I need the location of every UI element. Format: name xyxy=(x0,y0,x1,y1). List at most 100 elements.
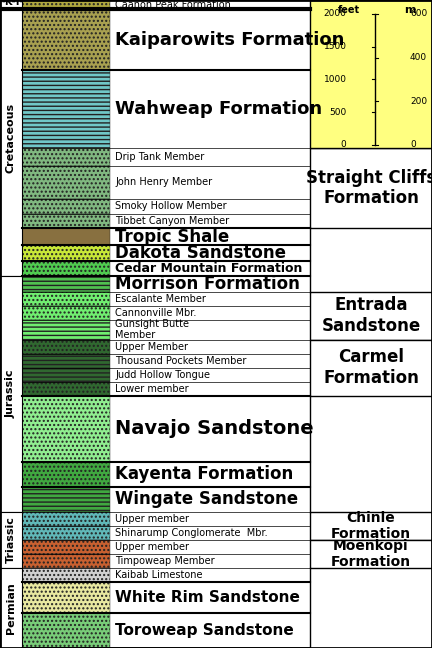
Bar xyxy=(310,292,432,340)
Text: Lower member: Lower member xyxy=(115,384,189,393)
Text: Thousand Pockets Member: Thousand Pockets Member xyxy=(115,356,246,365)
Text: Timpoweap Member: Timpoweap Member xyxy=(115,556,215,566)
Text: Cretaceous: Cretaceous xyxy=(6,103,16,173)
Text: Smoky Hollow Member: Smoky Hollow Member xyxy=(115,202,227,211)
Bar xyxy=(22,340,110,354)
Bar xyxy=(22,148,110,166)
Bar xyxy=(22,261,110,277)
Bar xyxy=(22,292,110,306)
Text: Toroweap Sandstone: Toroweap Sandstone xyxy=(115,623,294,638)
Bar xyxy=(22,487,110,512)
Bar xyxy=(22,306,110,320)
Text: 600: 600 xyxy=(410,10,427,19)
Text: Upper member: Upper member xyxy=(115,542,189,551)
Bar xyxy=(22,526,110,540)
Bar xyxy=(22,540,110,554)
Text: Shinarump Conglomerate  Mbr.: Shinarump Conglomerate Mbr. xyxy=(115,527,268,538)
Text: Judd Hollow Tongue: Judd Hollow Tongue xyxy=(115,369,210,380)
Bar xyxy=(0,512,22,568)
Text: Morrison Formation: Morrison Formation xyxy=(115,275,300,294)
Text: Triassic: Triassic xyxy=(6,516,16,563)
Text: Kayenta Formation: Kayenta Formation xyxy=(115,465,293,483)
Bar xyxy=(22,382,110,396)
Bar xyxy=(22,166,110,198)
Text: Entrada
Sandstone: Entrada Sandstone xyxy=(321,296,421,335)
Bar xyxy=(22,261,110,277)
Text: Kaibab Limestone: Kaibab Limestone xyxy=(115,570,203,580)
Text: Permian: Permian xyxy=(6,582,16,634)
Bar xyxy=(22,554,110,568)
Text: feet: feet xyxy=(338,5,360,15)
Bar xyxy=(22,70,110,148)
Text: 0: 0 xyxy=(341,141,346,150)
Bar xyxy=(22,487,110,512)
Bar xyxy=(22,166,110,198)
Bar xyxy=(22,613,110,648)
Text: 1500: 1500 xyxy=(324,42,346,51)
Bar xyxy=(22,292,110,306)
Bar xyxy=(22,396,110,462)
Bar xyxy=(22,554,110,568)
Bar xyxy=(22,462,110,487)
Bar xyxy=(22,0,110,9)
Bar xyxy=(310,0,432,148)
Text: 2000: 2000 xyxy=(324,10,346,19)
Text: Navajo Sandstone: Navajo Sandstone xyxy=(115,419,314,438)
Text: Caanon Peak Formation: Caanon Peak Formation xyxy=(115,0,231,10)
Bar xyxy=(22,354,110,367)
Text: 0: 0 xyxy=(410,141,416,150)
Bar xyxy=(22,246,110,261)
Bar xyxy=(0,568,22,648)
Bar xyxy=(22,462,110,487)
Bar xyxy=(22,228,110,246)
Bar xyxy=(22,582,110,613)
Bar xyxy=(22,228,110,246)
Text: Tropic Shale: Tropic Shale xyxy=(115,227,229,246)
Bar xyxy=(310,340,432,396)
Bar xyxy=(310,148,432,228)
Text: Escalante Member: Escalante Member xyxy=(115,294,206,304)
Text: White Rim Sandstone: White Rim Sandstone xyxy=(115,590,300,605)
Text: Carmel
Formation: Carmel Formation xyxy=(323,348,419,387)
Bar xyxy=(22,354,110,367)
Text: Tibbet Canyon Member: Tibbet Canyon Member xyxy=(115,216,229,226)
Text: Moenkopi
Formation: Moenkopi Formation xyxy=(331,538,411,569)
Text: Dakota Sandstone: Dakota Sandstone xyxy=(115,244,286,262)
Bar xyxy=(22,320,110,340)
Text: Upper Member: Upper Member xyxy=(115,341,188,352)
Bar xyxy=(22,367,110,382)
Bar xyxy=(22,214,110,228)
Bar xyxy=(22,340,110,354)
Bar xyxy=(22,568,110,582)
Bar xyxy=(22,306,110,320)
Bar xyxy=(22,526,110,540)
Bar xyxy=(22,512,110,526)
Bar xyxy=(22,320,110,340)
Bar xyxy=(22,512,110,526)
Bar xyxy=(22,582,110,613)
Bar xyxy=(22,396,110,462)
Text: John Henry Member: John Henry Member xyxy=(115,178,212,187)
Bar xyxy=(22,382,110,396)
Text: Cannonville Mbr.: Cannonville Mbr. xyxy=(115,308,197,318)
Text: Straight Cliffs
Formation: Straight Cliffs Formation xyxy=(306,168,432,207)
Text: Gunsight Butte
Member: Gunsight Butte Member xyxy=(115,319,189,340)
Bar xyxy=(22,568,110,582)
Text: Wahweap Formation: Wahweap Formation xyxy=(115,100,322,118)
Bar xyxy=(0,0,22,277)
Bar xyxy=(22,246,110,261)
Text: Cedar Mountain Formation: Cedar Mountain Formation xyxy=(115,262,302,275)
Bar xyxy=(0,277,22,512)
Bar xyxy=(22,214,110,228)
Text: Chinle
Formation: Chinle Formation xyxy=(331,511,411,541)
Text: m: m xyxy=(404,5,416,15)
Text: Wingate Sandstone: Wingate Sandstone xyxy=(115,491,298,508)
Bar xyxy=(22,277,110,292)
Bar xyxy=(22,367,110,382)
Text: 1000: 1000 xyxy=(324,75,346,84)
Bar xyxy=(310,512,432,540)
Text: Kaiparowits Formation: Kaiparowits Formation xyxy=(115,30,344,49)
Bar xyxy=(22,198,110,214)
Text: Jurassic: Jurassic xyxy=(6,370,16,419)
Text: 200: 200 xyxy=(410,97,427,106)
